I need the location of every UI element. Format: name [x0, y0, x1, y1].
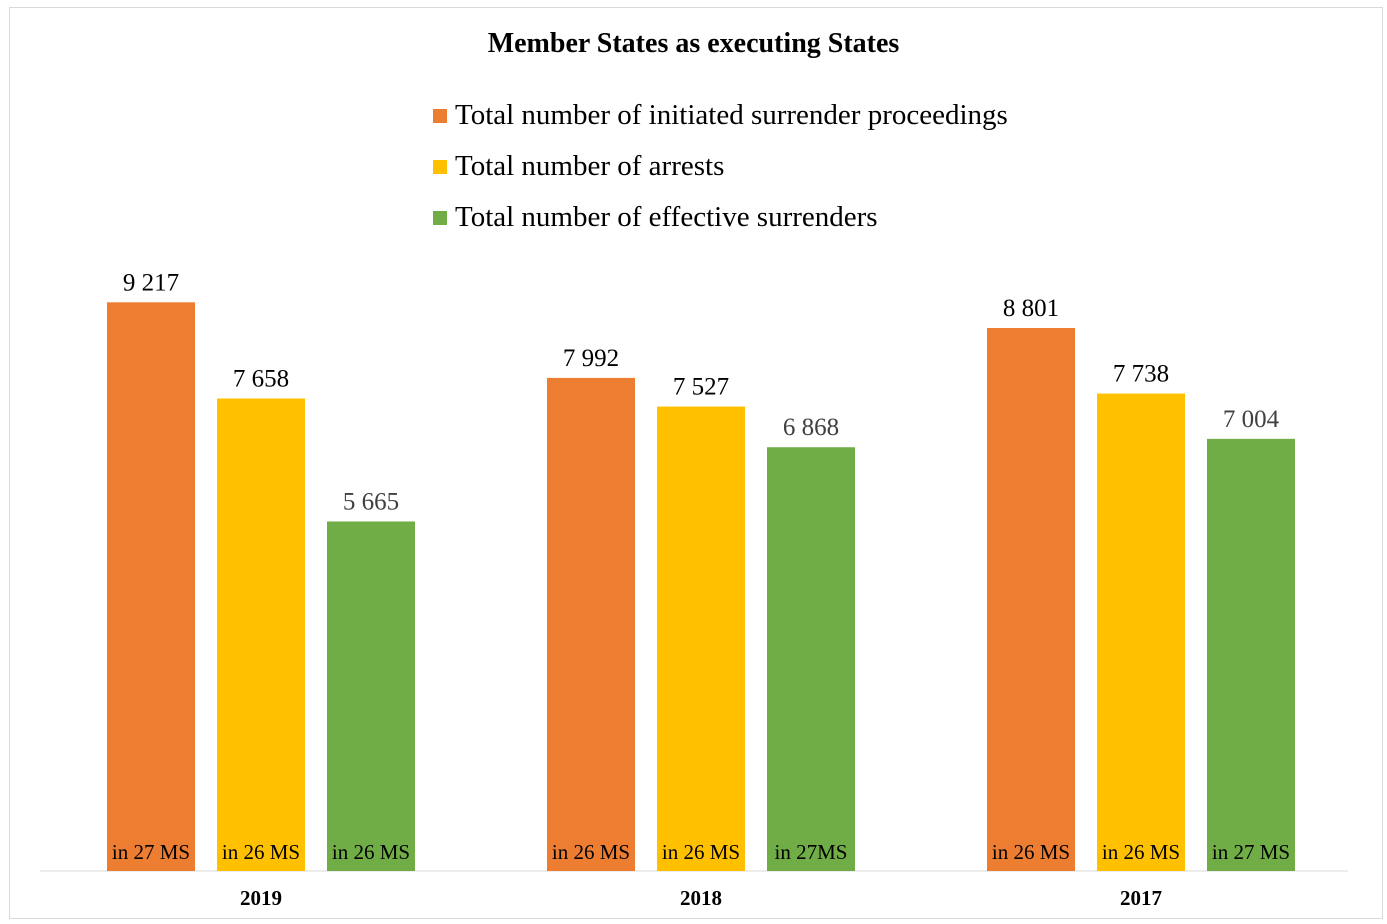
data-label: 6 868: [783, 414, 839, 441]
legend-swatch: [433, 159, 447, 174]
bar: [547, 377, 635, 871]
bar-note-label: in 26 MS: [662, 840, 740, 864]
data-label: 8 801: [1003, 295, 1059, 322]
x-tick-label: 2019: [240, 886, 282, 910]
data-label: 7 738: [1113, 361, 1169, 388]
bar: [217, 398, 305, 871]
x-tick-label: 2018: [680, 886, 722, 910]
legend-item: Total number of initiated surrender proc…: [433, 90, 1008, 141]
bar-note-label: in 27MS: [775, 840, 848, 864]
legend-label: Total number of initiated surrender proc…: [455, 99, 1008, 131]
bar: [107, 302, 195, 871]
bar-note-label: in 26 MS: [332, 840, 410, 864]
legend-swatch: [433, 210, 447, 225]
legend-label: Total number of effective surrenders: [455, 201, 878, 233]
bar-note-label: in 26 MS: [552, 840, 630, 864]
bar-note-label: in 27 MS: [1212, 840, 1290, 864]
bar-note-label: in 26 MS: [1102, 840, 1180, 864]
data-label: 5 665: [343, 488, 399, 515]
x-tick-label: 2017: [1120, 886, 1162, 910]
bar: [1207, 438, 1295, 871]
bar: [987, 327, 1075, 872]
data-label: 9 217: [123, 269, 179, 296]
legend-item: Total number of effective surrenders: [433, 192, 1008, 243]
legend: Total number of initiated surrender proc…: [433, 90, 1008, 243]
bar: [657, 406, 745, 871]
bar: [767, 447, 855, 871]
data-label: 7 992: [563, 345, 619, 372]
bar-note-label: in 27 MS: [112, 840, 190, 864]
legend-label: Total number of arrests: [455, 150, 725, 182]
chart-title: Member States as executing States: [487, 28, 900, 59]
legend-item: Total number of arrests: [433, 141, 1008, 192]
bar-note-label: in 26 MS: [222, 840, 300, 864]
bar-note-label: in 26 MS: [992, 840, 1070, 864]
data-label: 7 004: [1223, 406, 1280, 433]
bar: [327, 521, 415, 871]
chart-frame: [9, 7, 1383, 919]
bar: [1097, 393, 1185, 871]
data-label: 7 527: [673, 374, 729, 401]
legend-swatch: [433, 108, 447, 123]
data-label: 7 658: [233, 366, 289, 393]
